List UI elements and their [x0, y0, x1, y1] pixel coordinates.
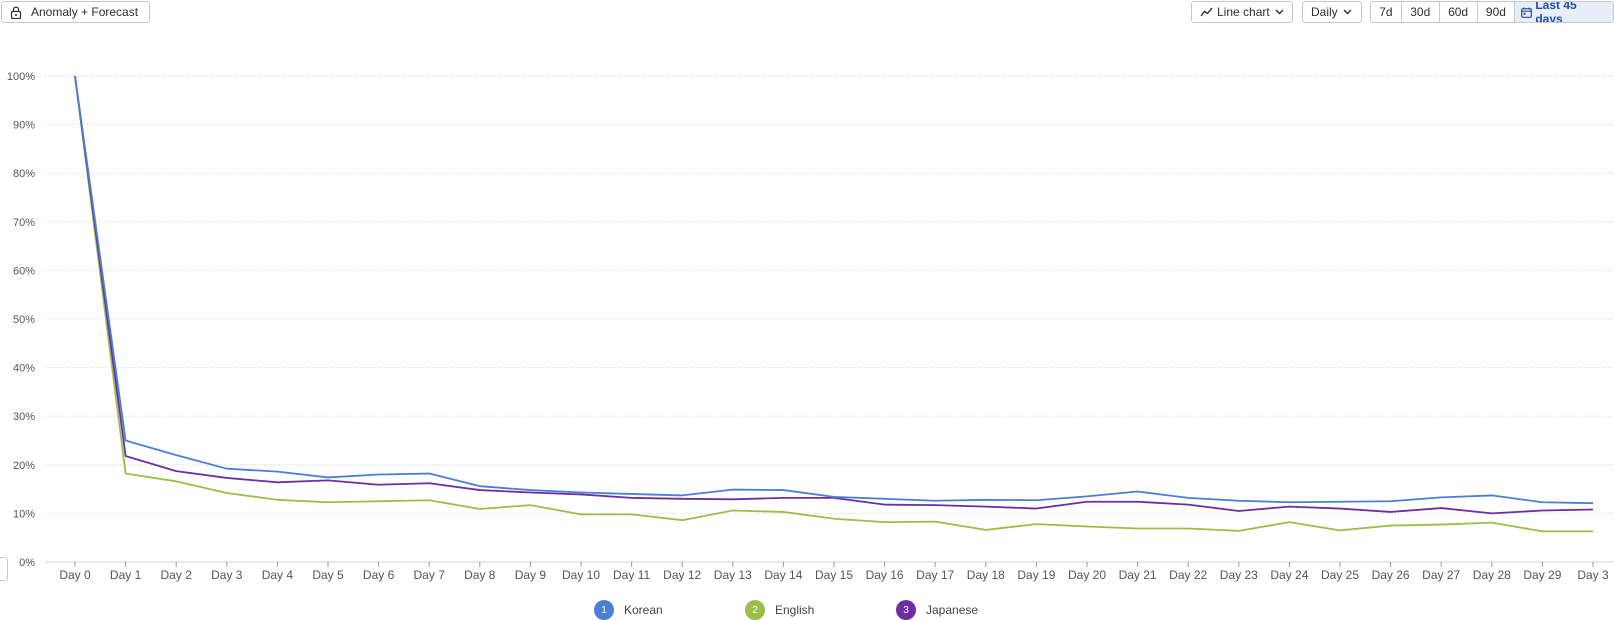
x-tick-label: Day 20	[1068, 568, 1106, 582]
chevron-down-icon	[1343, 9, 1352, 15]
x-tick-label: Day 8	[464, 568, 496, 582]
y-tick-label: 90%	[13, 120, 35, 132]
y-tick-label: 0%	[19, 557, 35, 569]
range-last-45-days[interactable]: Last 45 days	[1515, 2, 1613, 22]
y-tick-label: 20%	[13, 460, 35, 472]
y-tick-label: 50%	[13, 314, 35, 326]
x-tick-label: Day 29	[1523, 568, 1561, 582]
interval-dropdown[interactable]: Daily	[1302, 1, 1362, 23]
legend-item-english[interactable]: 2 English	[745, 600, 814, 620]
x-tick-label: Day 4	[262, 568, 294, 582]
chart-type-label: Line chart	[1217, 5, 1270, 19]
range-30d[interactable]: 30d	[1402, 2, 1440, 22]
last-45-days-label: Last 45 days	[1535, 1, 1577, 23]
x-tick-label: Day 18	[967, 568, 1005, 582]
x-tick-label: Day 10	[562, 568, 600, 582]
x-tick-label: Day 7	[414, 568, 446, 582]
x-tick-label: Day 22	[1169, 568, 1207, 582]
x-tick-label: Day 3	[211, 568, 243, 582]
x-tick-label: Day 13	[714, 568, 752, 582]
x-tick-label: Day 0	[59, 568, 91, 582]
date-range-selector: 7d 30d 60d 90d Last 45 days	[1370, 1, 1614, 23]
x-tick-label: Day 11	[613, 568, 650, 582]
x-tick-label: Day 12	[663, 568, 701, 582]
x-tick-label: Day 3	[1577, 568, 1609, 582]
series-2-badge: 2	[745, 600, 765, 620]
range-90d[interactable]: 90d	[1478, 2, 1516, 22]
x-tick-label: Day 6	[363, 568, 395, 582]
y-tick-label: 80%	[13, 168, 35, 180]
x-tick-label: Day 19	[1017, 568, 1055, 582]
legend-label-japanese: Japanese	[926, 603, 979, 617]
y-tick-label: 40%	[13, 363, 35, 375]
y-tick-label: 100%	[7, 71, 35, 83]
anomaly-forecast-button[interactable]: Anomaly + Forecast	[1, 1, 150, 23]
chart-series	[74, 75, 1594, 533]
x-tick-label: Day 23	[1220, 568, 1258, 582]
series-3-badge: 3	[896, 600, 916, 620]
legend-label-english: English	[775, 603, 815, 617]
chart-gridlines	[45, 75, 1614, 563]
x-tick-label: Day 15	[815, 568, 853, 582]
x-tick-label: Day 27	[1422, 568, 1460, 582]
range-60d[interactable]: 60d	[1440, 2, 1478, 22]
x-tick-label: Day 25	[1321, 568, 1359, 582]
series-1-badge: 1	[594, 600, 614, 620]
y-axis: 0% 10% 20% 30% 40% 50% 60% 70% 80% 90% 100%	[7, 71, 35, 569]
y-tick-label: 70%	[13, 217, 35, 229]
series-line-english	[74, 75, 1593, 533]
range-7d[interactable]: 7d	[1371, 2, 1402, 22]
side-panel-toggle[interactable]	[0, 557, 8, 581]
y-tick-label: 60%	[13, 265, 35, 277]
series-line-korean	[74, 75, 1594, 505]
x-tick-label: Day 28	[1473, 568, 1511, 582]
x-tick-label: Day 21	[1119, 568, 1157, 582]
chart-type-dropdown[interactable]: Line chart	[1191, 1, 1293, 23]
x-tick-label: Day 1	[110, 568, 142, 582]
line-chart-icon	[1200, 7, 1213, 17]
y-tick-label: 30%	[13, 411, 35, 423]
x-tick-label: Day 9	[515, 568, 547, 582]
x-tick-label: Day 16	[866, 568, 904, 582]
x-axis: Day 0 Day 1 Day 2 Day 3 Day 4 Day 5 Day 6 Day 7…	[59, 562, 1609, 582]
anomaly-forecast-label: Anomaly + Forecast	[31, 5, 139, 19]
chevron-down-icon	[1275, 9, 1284, 15]
x-tick-label: Day 5	[312, 568, 344, 582]
legend-item-korean[interactable]: 1 Korean	[594, 600, 663, 620]
y-tick-label: 10%	[13, 508, 35, 520]
calendar-icon	[1521, 7, 1533, 18]
x-tick-label: Day 2	[161, 568, 193, 582]
legend-label-korean: Korean	[624, 603, 663, 617]
interval-label: Daily	[1311, 5, 1338, 19]
x-tick-label: Day 14	[764, 568, 802, 582]
lock-icon	[10, 5, 22, 19]
x-tick-label: Day 24	[1270, 568, 1308, 582]
legend-item-japanese[interactable]: 3 Japanese	[896, 600, 978, 620]
x-tick-label: Day 26	[1372, 568, 1410, 582]
x-tick-label: Day 17	[916, 568, 954, 582]
series-line-japanese	[74, 75, 1594, 515]
